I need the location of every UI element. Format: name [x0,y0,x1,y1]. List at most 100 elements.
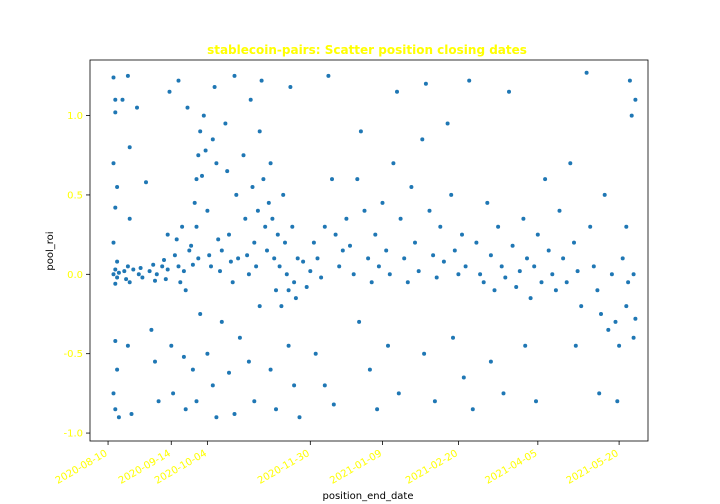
scatter-point [292,280,297,285]
scatter-point [416,269,421,274]
scatter-point [373,232,378,237]
scatter-point [308,269,313,274]
scatter-point [250,185,255,189]
scatter-point [609,272,614,277]
scatter-point [629,113,634,118]
scatter-point [171,391,176,396]
scatter-point [115,367,120,372]
scatter-point [270,216,275,221]
scatter-point [432,399,437,404]
scatter-point [180,224,185,229]
scatter-point [295,256,300,261]
scatter-point [311,240,316,245]
scatter-point [268,161,273,166]
scatter-point [232,73,237,78]
y-tick-label: 1.0 [67,111,83,122]
scatter-point [337,264,342,269]
scatter-point [528,296,533,301]
scatter-point [246,359,251,364]
scatter-point [501,391,506,396]
scatter-point [243,216,248,221]
scatter-point [219,319,224,324]
scatter-point [214,161,219,166]
scatter-point [322,224,327,229]
scatter-point [111,240,116,245]
scatter-point [219,248,224,253]
scatter-point [274,407,278,412]
scatter-point [181,269,186,274]
scatter-point [286,343,291,348]
scatter-point [355,177,360,182]
plot-frame [89,59,649,442]
scatter-point [205,351,210,356]
scatter-point [420,137,425,142]
scatter-point [445,121,450,126]
scatter-point [557,208,562,213]
scatter-point [380,200,385,205]
scatter-point [367,367,372,372]
scatter-point [190,367,195,372]
scatter-point [216,237,221,242]
scatter-point [268,367,273,372]
scatter-point [281,192,286,197]
scatter-point [348,243,352,248]
scatter-point [127,280,132,285]
scatter-point [160,264,165,269]
scatter-point [474,240,479,245]
scatter-point [535,232,540,237]
scatter-point [438,224,443,229]
scatter-point [597,391,602,396]
scatter-point [434,275,439,280]
scatter-point [534,399,538,404]
scatter-point [631,335,636,340]
scatter-point [165,267,170,272]
scatter-point [615,399,620,404]
scatter-point [398,216,403,221]
y-axis-label: pool_roi [45,231,56,270]
scatter-point [189,243,194,248]
scatter-point [198,129,203,134]
scatter-point [185,105,190,110]
scatter-point [245,253,250,258]
scatter-point [333,232,338,237]
scatter-point [546,248,551,253]
scatter-point [135,105,139,110]
x-axis-label: position_end_date [323,491,414,502]
scatter-point [579,304,584,309]
scatter-point [187,248,192,253]
scatter-point [293,296,298,301]
scatter-point [514,285,519,289]
scatter-point [209,264,213,269]
scatter-point [572,240,576,245]
scatter-point [163,277,168,282]
scatter-point [194,399,199,404]
scatter-point [140,275,145,280]
scatter-point [129,412,134,416]
scatter-point [478,272,483,277]
scatter-point [290,224,295,229]
scatter-point [210,383,215,388]
scatter-point [539,280,544,285]
scatter-point [275,232,280,237]
scatter-point [172,253,177,258]
scatter-point [277,264,282,269]
scatter-point [517,269,522,274]
scatter-point [151,262,156,267]
scatter-point [246,272,251,277]
scatter-point [369,280,374,285]
scatter-point [190,262,195,267]
scatter-point [620,256,625,261]
scatter-point [564,280,569,285]
scatter-point [196,256,201,261]
scatter-point [167,89,172,94]
scatter-point [153,278,157,283]
scatter-point [192,200,197,205]
scatter-point [431,253,436,258]
scatter-point [252,240,257,245]
y-axis-ticks: -1.0 -0.5 0.0 0.5 1.0 [63,111,90,440]
scatter-point [366,256,371,261]
scatter-point [591,264,596,269]
scatter-point [340,248,345,253]
